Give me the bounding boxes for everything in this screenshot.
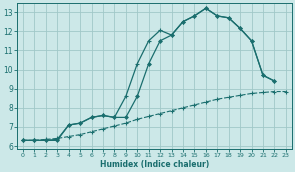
X-axis label: Humidex (Indice chaleur): Humidex (Indice chaleur) (100, 159, 209, 169)
